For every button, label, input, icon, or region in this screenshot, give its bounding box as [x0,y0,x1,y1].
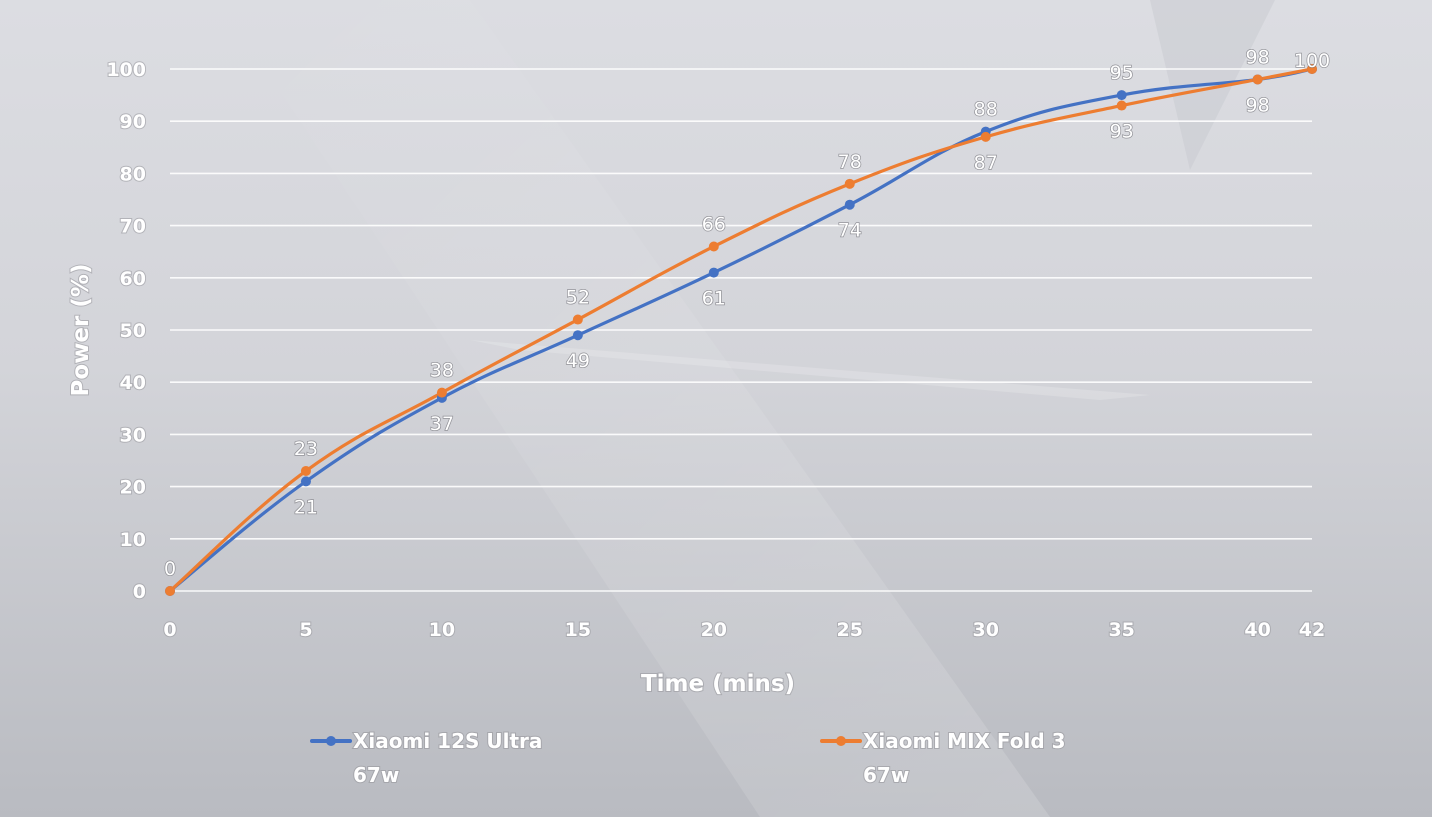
x-tick-label-42: 42 [1299,619,1325,641]
series-points [165,64,1317,596]
series-lines [168,67,1314,593]
data-point-series-2-x15 [572,314,583,325]
y-tick-label-70: 70 [120,216,146,238]
x-tick-label-40: 40 [1244,619,1270,641]
data-label-series-2-x5: 23 [294,438,318,460]
data-label-series-1-x42: 100 [1294,50,1330,72]
x-tick-label-25: 25 [837,619,863,641]
x-tick-label-10: 10 [429,619,455,641]
data-label-series-1-x10: 37 [430,413,454,435]
data-label-series-2-x25: 78 [838,151,862,173]
x-axis-title: Time (mins) [641,671,795,697]
data-point-series-2-x40 [1252,74,1263,85]
data-point-series-2-x25 [844,178,855,189]
data-labels: 0 21 23 37 38 49 52 61 66 74 78 88 87 95 93 98 98 100 [163,46,1331,581]
legend-marker-series-1 [326,736,336,746]
x-tick-label-0: 0 [163,619,176,641]
data-label-series-2-x40: 98 [1246,94,1270,116]
data-point-series-2-x5 [300,465,311,476]
y-tick-label-100: 100 [106,59,146,81]
y-axis-title: Power (%) [68,264,94,397]
data-label-series-2-x15: 52 [566,287,590,309]
y-tick-label-90: 90 [120,111,146,133]
legend-label-series-1: Xiaomi 12S Ultra [353,729,542,753]
data-point-series-2-x0 [165,586,175,596]
y-tick-label-0: 0 [133,581,146,603]
y-tick-label-80: 80 [120,163,146,185]
data-label-series-2-x30: 87 [974,152,998,174]
legend-sublabel-series-2: 67w [863,763,909,787]
data-label-series-1-x15: 49 [566,350,590,372]
data-label-series-1-x20: 61 [702,288,726,310]
y-tick-label-50: 50 [120,320,146,342]
y-tick-label-60: 60 [120,268,146,290]
y-tick-label-40: 40 [120,372,146,394]
data-point-series-1-x25 [844,199,855,210]
data-label-series-1-x5: 21 [294,496,318,518]
y-tick-label-30: 30 [120,424,146,446]
data-point-series-1-x35 [1116,90,1127,101]
x-tick-label-35: 35 [1108,619,1134,641]
data-point-series-1-x15 [572,330,583,341]
data-point-series-2-x42 [1307,64,1317,74]
data-point-series-1-x20 [708,267,719,278]
legend: Xiaomi 12S Ultra 67w Xiaomi MIX Fold 3 6… [310,728,1067,788]
series-line-2 [168,67,1314,593]
y-tick-label-20: 20 [120,477,146,499]
y-tick-label-10: 10 [120,529,146,551]
legend-item-series-1: Xiaomi 12S Ultra 67w [310,728,543,788]
grid-lines [170,68,1312,592]
legend-marker-series-2 [836,736,846,746]
data-label-series-2-x20: 66 [702,213,726,235]
x-axis-ticks: 0 5 10 15 20 25 30 35 40 42 [162,618,1326,642]
y-axis-ticks: 0 10 20 30 40 50 60 70 80 90 100 [105,58,147,604]
data-label-series-1-x0: 0 [164,558,176,580]
legend-item-series-2: Xiaomi MIX Fold 3 67w [820,728,1067,788]
data-point-series-1-x5 [300,476,311,487]
data-label-series-1-x40: 98 [1246,46,1270,68]
x-tick-label-15: 15 [565,619,591,641]
data-point-series-2-x30 [980,131,991,142]
legend-label-series-2: Xiaomi MIX Fold 3 [863,729,1066,753]
x-tick-label-30: 30 [972,619,998,641]
data-label-series-1-x25: 74 [838,220,862,242]
x-tick-label-20: 20 [701,619,727,641]
data-point-series-2-x35 [1116,100,1127,111]
data-point-series-2-x20 [708,241,719,252]
x-tick-label-5: 5 [299,619,312,641]
data-label-series-2-x35: 93 [1110,121,1134,143]
legend-sublabel-series-1: 67w [353,763,399,787]
data-label-series-2-x10: 38 [430,360,454,382]
data-label-series-1-x35: 95 [1110,62,1134,84]
data-label-series-1-x30: 88 [974,99,998,121]
data-point-series-2-x10 [436,387,447,398]
series-line-1 [168,67,1314,593]
